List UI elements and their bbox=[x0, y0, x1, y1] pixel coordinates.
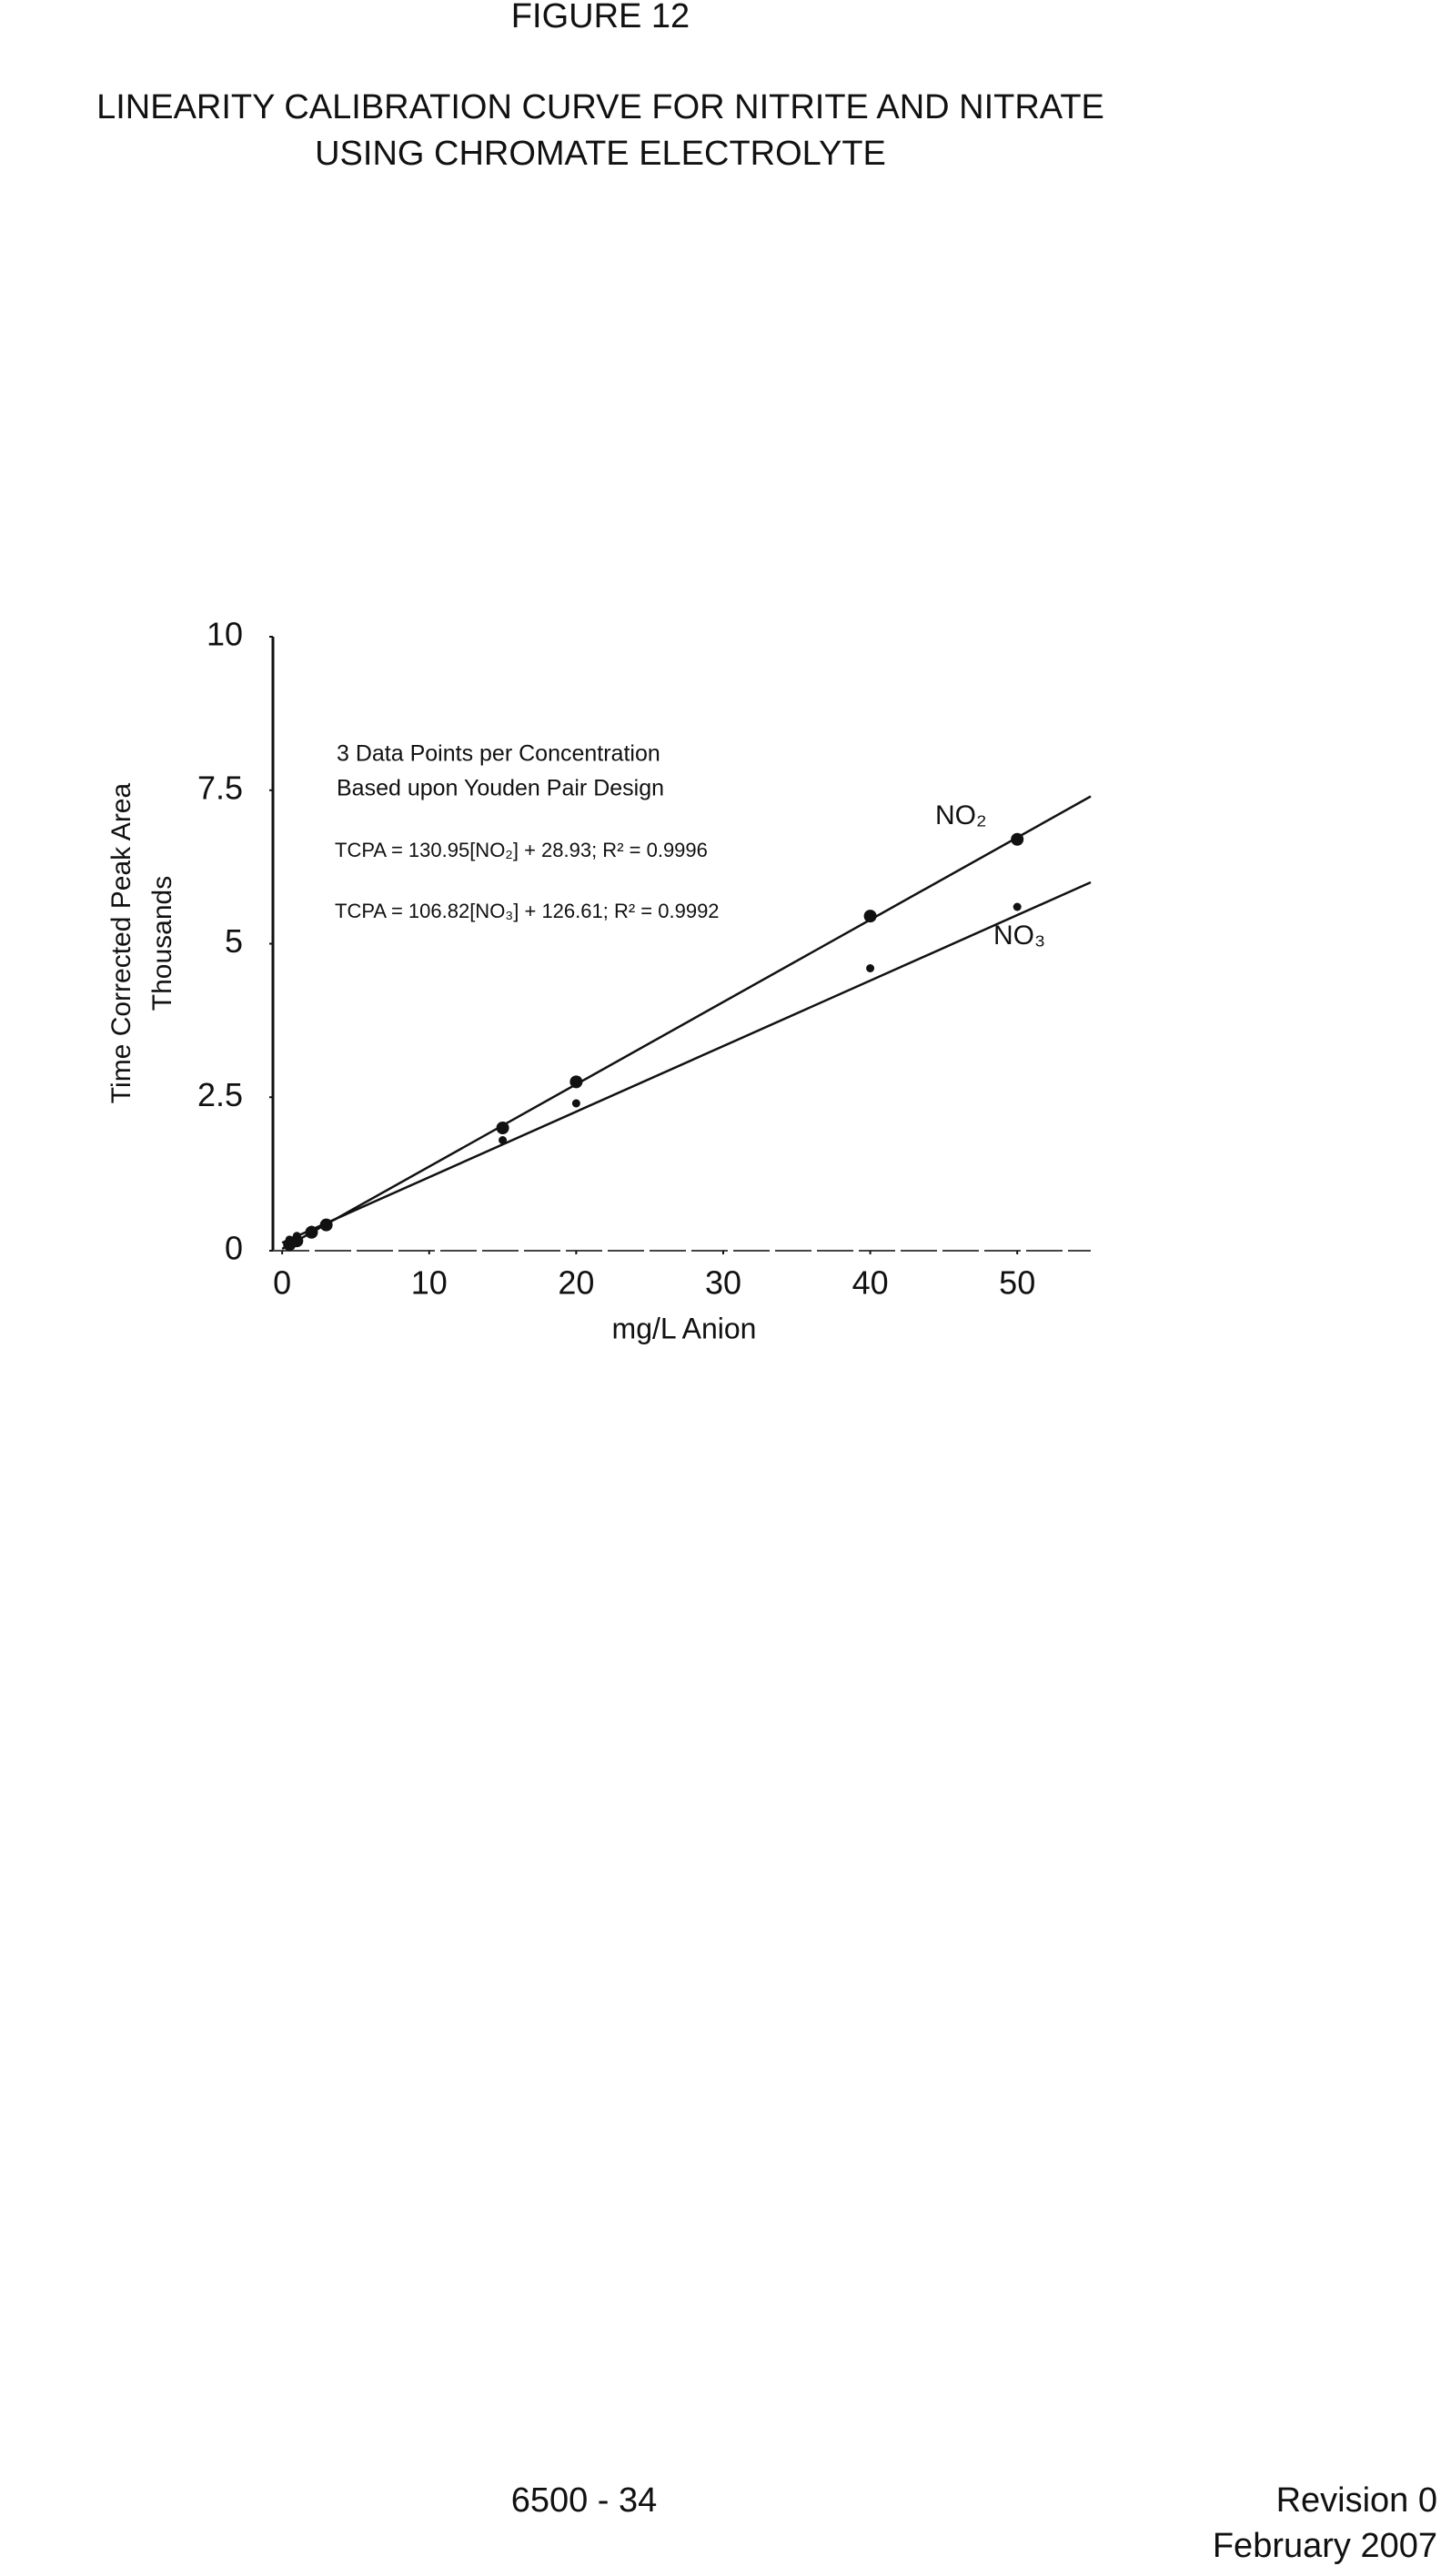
x-tick-label: 0 bbox=[273, 1264, 291, 1302]
annotation: 3 Data Points per Concentration bbox=[337, 741, 660, 767]
data-point bbox=[1013, 902, 1022, 911]
figure-number: FIGURE 12 bbox=[511, 0, 690, 35]
y-tick-label: 0 bbox=[225, 1230, 243, 1267]
series-label: NO₃ bbox=[993, 921, 1045, 951]
x-tick-label: 40 bbox=[852, 1264, 889, 1302]
data-point bbox=[571, 1099, 580, 1108]
fit-line bbox=[281, 880, 1092, 1244]
y-tick-label: 7.5 bbox=[197, 769, 243, 806]
x-tick-label: 10 bbox=[411, 1264, 448, 1302]
data-point bbox=[569, 1075, 583, 1089]
series-label: NO₂ bbox=[935, 800, 987, 830]
y-tick-label: 10 bbox=[207, 616, 243, 653]
y-tick-label: 5 bbox=[225, 922, 243, 960]
y-label: Time Corrected Peak Area Thousands bbox=[106, 783, 177, 1104]
annotation: TCPA = 106.82[NO₃] + 126.61; R² = 0.9992 bbox=[335, 900, 720, 922]
data-point bbox=[285, 1235, 294, 1244]
fit-line bbox=[281, 795, 1092, 1251]
annotation: Based upon Youden Pair Design bbox=[337, 776, 664, 801]
data-point bbox=[292, 1232, 301, 1241]
annotation: TCPA = 130.95[NO₂] + 28.93; R² = 0.9996 bbox=[335, 839, 708, 861]
data-point bbox=[1011, 832, 1024, 846]
data-point bbox=[866, 964, 875, 972]
revision-date: February 2007 bbox=[1213, 2527, 1437, 2565]
data-point bbox=[863, 910, 877, 923]
x-tick-label: 30 bbox=[705, 1264, 741, 1302]
page-number: 6500 - 34 bbox=[511, 2481, 658, 2520]
x-label: mg/L Anion bbox=[612, 1312, 757, 1344]
y-label-line: Time Corrected Peak Area bbox=[106, 783, 136, 1104]
data-point bbox=[307, 1225, 316, 1234]
y-tick-label: 2.5 bbox=[197, 1076, 243, 1113]
x-tick-label: 20 bbox=[558, 1264, 594, 1302]
revision: Revision 0 bbox=[1276, 2481, 1437, 2520]
data-point bbox=[499, 1136, 508, 1144]
data-point bbox=[496, 1122, 509, 1134]
data-point bbox=[322, 1219, 331, 1228]
figure-title: LINEARITY CALIBRATION CURVE FOR NITRITE … bbox=[96, 88, 1104, 126]
figure-title: USING CHROMATE ELECTROLYTE bbox=[315, 135, 886, 173]
x-tick-label: 50 bbox=[999, 1264, 1035, 1302]
y-label-line: Thousands bbox=[147, 876, 177, 1011]
